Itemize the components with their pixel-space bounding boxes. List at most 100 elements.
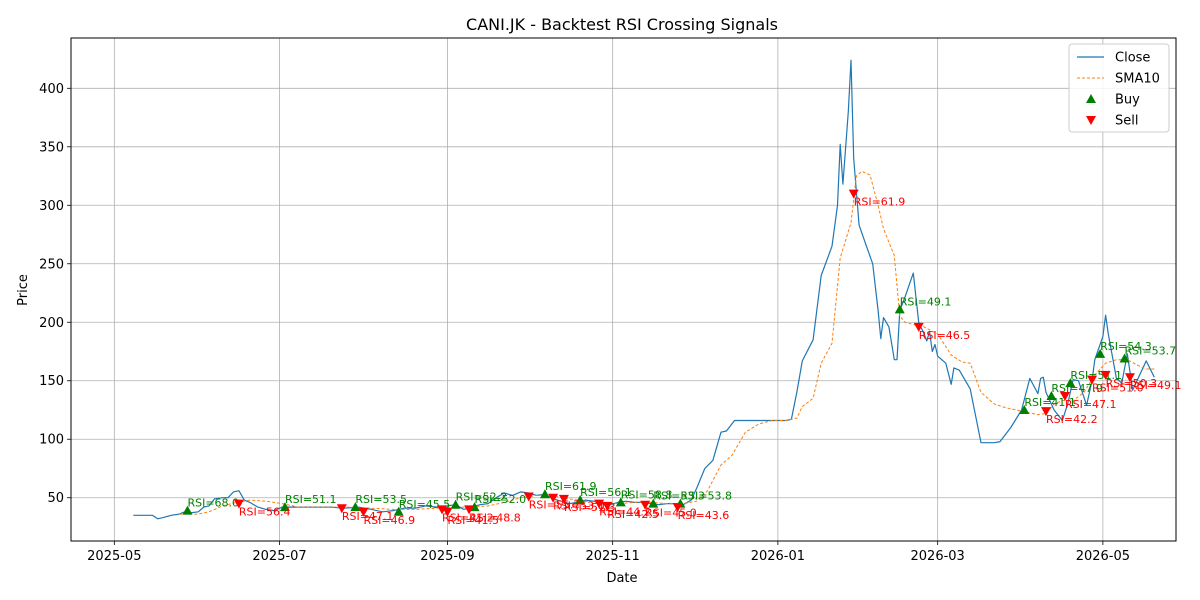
- plot-frame: [70, 37, 1177, 542]
- grid: [71, 38, 1176, 541]
- buy-signal-marker: [1046, 390, 1057, 400]
- y-tick-label: 100: [39, 433, 64, 448]
- legend-label: Close: [1115, 51, 1150, 66]
- axis-ticks: 2025-05 2025-07 2025-09 2025-11 2026-01 2026-…: [39, 82, 1130, 564]
- buy-signal-label: RSI=53.7: [1125, 345, 1177, 358]
- sell-signal-marker: [672, 503, 683, 513]
- buy-signal-label: RSI=53.5: [355, 493, 407, 506]
- legend-label: Buy: [1115, 93, 1140, 108]
- sell-signal-marker: [548, 493, 559, 503]
- buy-signal-marker: [615, 497, 626, 507]
- x-tick-label: 2026-05: [1076, 549, 1130, 564]
- buy-signal-label: RSI=68.0: [187, 497, 239, 510]
- buy-signal-marker: [1019, 404, 1030, 414]
- sell-signal-marker: [640, 500, 651, 510]
- sell-signal-marker: [913, 322, 924, 332]
- x-tick-label: 2025-05: [87, 549, 141, 564]
- x-tick-label: 2026-01: [751, 549, 805, 564]
- sell-signal-label: RSI=50.3: [1106, 377, 1158, 390]
- legend: Close SMA10 Buy Sell: [1068, 43, 1170, 133]
- y-tick-label: 50: [47, 491, 64, 506]
- buy-signal-marker: [350, 502, 361, 512]
- sell-signal-marker: [1124, 373, 1135, 383]
- sell-signal-label: RSI=51.0: [1092, 382, 1144, 395]
- sell-signal-label: RSI=42.2: [1046, 413, 1098, 426]
- buy-signal-marker: [1119, 353, 1130, 363]
- x-tick-label: 2025-09: [420, 549, 474, 564]
- legend-label: Sell: [1115, 114, 1138, 129]
- sell-signal-label: RSI=44.2: [599, 506, 651, 519]
- x-tick-label: 2025-07: [252, 549, 306, 564]
- sell-signal-label: RSI=49.1: [1130, 379, 1182, 392]
- buy-signal-marker: [1065, 378, 1076, 388]
- buy-signal-label: RSI=56.1: [580, 486, 632, 499]
- buy-signal-label: RSI=45.5: [399, 498, 451, 511]
- sell-signal-label: RSI=41.5: [447, 514, 499, 527]
- buy-signal-label: RSI=53.8: [680, 490, 732, 503]
- buy-signal-label: RSI=41.1: [1024, 396, 1076, 409]
- sell-signal-marker: [437, 505, 448, 515]
- buy-signal-marker: [393, 506, 404, 516]
- sell-signal-marker: [1059, 391, 1070, 401]
- sell-signal-label: RSI=51.3: [564, 501, 616, 514]
- y-tick-label: 300: [39, 199, 64, 214]
- sell-signal-label: RSI=61.9: [854, 196, 906, 209]
- sell-signal-marker: [523, 492, 534, 502]
- buy-signal-marker: [182, 505, 193, 515]
- buy-signal-marker: [894, 304, 905, 314]
- sell-signal-marker: [558, 494, 569, 504]
- sell-signal-marker: [336, 504, 347, 514]
- buy-signal-marker: [279, 502, 290, 512]
- sell-signal-marker: [464, 505, 475, 515]
- legend-buy-swatch: [1086, 94, 1096, 103]
- y-tick-label: 400: [39, 82, 64, 97]
- sell-signal-marker: [358, 507, 369, 517]
- legend-label: SMA10: [1115, 72, 1160, 87]
- sell-signal-marker: [1100, 370, 1111, 380]
- buy-signal-label: RSI=61.9: [545, 480, 597, 493]
- sell-signal-label: RSI=46.5: [919, 329, 971, 342]
- buy-signal-marker: [1095, 348, 1106, 358]
- buy-signal-label: RSI=58.8: [621, 488, 673, 501]
- buy-signal-marker: [575, 495, 586, 505]
- chart-title: CANI.JK - Backtest RSI Crossing Signals: [466, 15, 778, 34]
- sell-signal-marker: [233, 499, 244, 509]
- legend-box: [1068, 43, 1170, 133]
- sell-signal-label: RSI=42.5: [607, 508, 659, 521]
- y-tick-label: 250: [39, 257, 64, 272]
- buy-signal-marker: [450, 499, 461, 509]
- sell-signal-label: RSI=43.6: [678, 509, 730, 522]
- y-tick-label: 200: [39, 316, 64, 331]
- buy-signal-label: RSI=52.0: [475, 493, 527, 506]
- x-tick-label: 2025-11: [586, 549, 640, 564]
- buy-signal-label: RSI=53.3: [653, 490, 705, 503]
- buy-signal-label: RSI=49.1: [900, 295, 952, 308]
- y-tick-label: 150: [39, 374, 64, 389]
- sell-signal-label: RSI=41.2: [442, 511, 494, 524]
- sell-signal-label: RSI=45.0: [645, 507, 697, 520]
- x-tick-label: 2026-03: [911, 549, 965, 564]
- sell-signal-label: RSI=56.4: [239, 506, 291, 519]
- sell-signal-label: RSI=53.0: [553, 500, 605, 513]
- sell-signal-label: RSI=48.8: [469, 511, 521, 524]
- sell-signal-marker: [848, 189, 859, 199]
- buy-signal-label: RSI=47.9: [1051, 382, 1103, 395]
- sell-signal-marker: [1087, 375, 1098, 385]
- sell-signal-marker: [602, 501, 613, 511]
- buy-signal-label: RSI=51.1: [285, 493, 337, 506]
- x-axis-title: Date: [606, 571, 637, 586]
- series-area: [133, 59, 1155, 520]
- buy-signal-label: RSI=52.2: [456, 491, 508, 504]
- sell-signal-label: RSI=47.1: [342, 510, 394, 523]
- buy-signal-label: RSI=54.3: [1100, 340, 1152, 353]
- buy-signal-marker: [539, 489, 550, 499]
- sell-signal-label: RSI=46.9: [364, 514, 416, 527]
- sell-signal-label: RSI=47.1: [1065, 398, 1117, 411]
- sell-signal-marker: [594, 499, 605, 509]
- buy-signal-marker: [648, 498, 659, 508]
- sell-signal-marker: [1041, 407, 1051, 417]
- sell-signal-label: RSI=55.7: [529, 499, 581, 512]
- y-tick-label: 350: [39, 140, 64, 155]
